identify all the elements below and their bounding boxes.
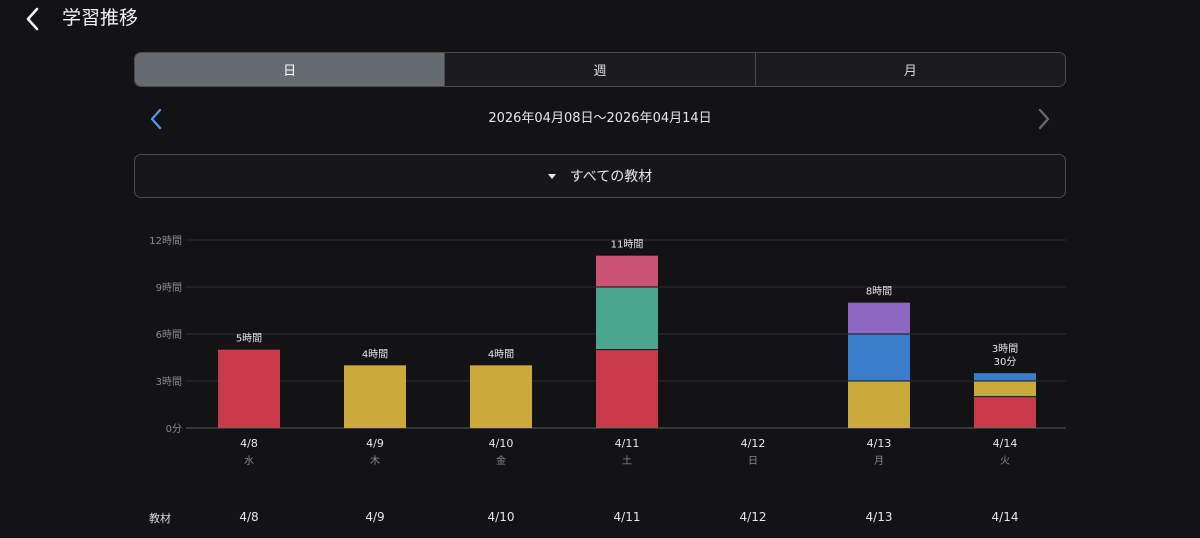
- y-tick-label: 9時間: [156, 282, 182, 294]
- y-tick-label: 3時間: [156, 376, 182, 388]
- bar-total-label: 11時間: [611, 239, 644, 251]
- bar-segment: [848, 302, 910, 334]
- bar-total-label: 3時間: [992, 343, 1018, 355]
- y-tick-label: 12時間: [149, 235, 182, 247]
- table-header-date: 4/10: [487, 510, 515, 524]
- bar-total-label: 30分: [994, 356, 1017, 368]
- x-tick-label: 4/9: [366, 437, 384, 450]
- x-tick-label: 4/13: [867, 437, 892, 450]
- table-header-date: 4/11: [613, 510, 641, 524]
- tab-week[interactable]: 週: [444, 53, 755, 86]
- bar-total-label: 5時間: [236, 333, 262, 345]
- bar-segment: [974, 373, 1036, 381]
- caret-down-icon: [547, 173, 556, 179]
- table-header-date: 4/14: [991, 510, 1019, 524]
- x-tick-label: 4/12: [741, 437, 766, 450]
- bar-segment: [470, 365, 532, 428]
- chevron-left-icon: [150, 108, 162, 130]
- table-header-date: 4/9: [365, 510, 385, 524]
- material-filter-dropdown[interactable]: すべての教材: [134, 154, 1066, 198]
- x-weekday-label: 火: [1000, 455, 1010, 467]
- x-weekday-label: 日: [748, 456, 758, 467]
- page-title: 学習推移: [62, 7, 139, 29]
- bar-total-label: 8時間: [866, 286, 892, 298]
- table-header-date: 4/12: [739, 510, 767, 524]
- period-tabs: 日 週 月: [134, 52, 1066, 87]
- y-tick-label: 0分: [166, 423, 182, 435]
- x-tick-label: 4/10: [489, 437, 514, 450]
- x-weekday-label: 水: [244, 455, 254, 467]
- bar-segment: [344, 365, 406, 428]
- table-header-date: 4/13: [865, 510, 893, 524]
- bar-segment: [596, 287, 658, 350]
- date-range-label: 2026年04月08日〜2026年04月14日: [488, 111, 712, 126]
- table-header-date: 4/8: [239, 510, 259, 524]
- chevron-left-icon: [26, 7, 39, 31]
- previous-period-button[interactable]: [142, 104, 170, 134]
- back-button[interactable]: [18, 4, 48, 34]
- bar-segment: [596, 255, 658, 287]
- bar-segment: [596, 349, 658, 428]
- next-period-button[interactable]: [1030, 104, 1058, 134]
- bar-segment: [218, 349, 280, 428]
- tab-month[interactable]: 月: [754, 53, 1065, 86]
- bar-total-label: 4時間: [362, 348, 388, 360]
- bar-segment: [848, 381, 910, 428]
- bar-segment: [974, 396, 1036, 428]
- material-filter-label: すべての教材: [569, 169, 653, 185]
- bar-total-label: 4時間: [488, 348, 514, 360]
- x-weekday-label: 木: [370, 455, 380, 467]
- table-header-label: 教材: [149, 512, 171, 525]
- x-weekday-label: 月: [874, 455, 884, 467]
- x-weekday-label: 土: [622, 454, 632, 467]
- table-header: 教材 4/8 4/9 4/10 4/11 4/12 4/13 4/14: [0, 510, 1200, 530]
- x-tick-label: 4/11: [615, 437, 640, 450]
- bar-segment: [848, 334, 910, 381]
- bar-segment: [974, 381, 1036, 397]
- y-tick-label: 6時間: [156, 329, 182, 341]
- x-tick-label: 4/8: [240, 437, 258, 450]
- x-tick-label: 4/14: [993, 437, 1018, 450]
- chevron-right-icon: [1038, 108, 1050, 130]
- x-weekday-label: 金: [496, 454, 506, 467]
- tab-day[interactable]: 日: [135, 53, 445, 86]
